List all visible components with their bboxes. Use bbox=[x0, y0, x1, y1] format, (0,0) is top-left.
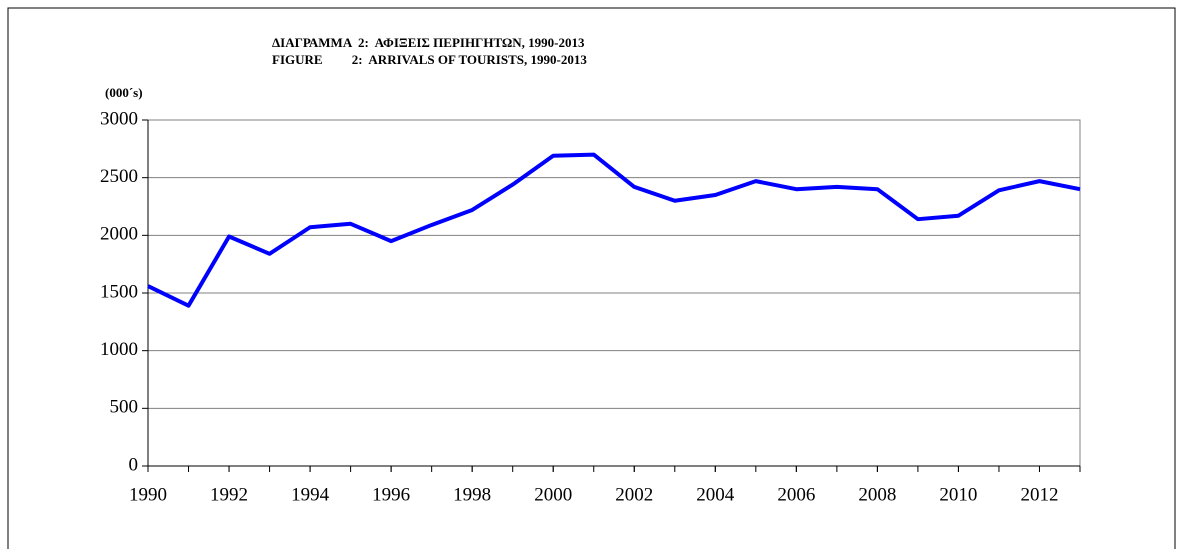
x-tick-label: 1994 bbox=[291, 484, 330, 505]
x-tick-label: 1998 bbox=[453, 484, 491, 505]
x-tick-label: 2008 bbox=[858, 484, 896, 505]
x-tick-label: 2010 bbox=[939, 484, 977, 505]
y-axis-label: (000´s) bbox=[105, 85, 143, 100]
chart-title: ΔΙΑΓΡΑΜΜΑ 2: ΑΦΙΞΕΙΣ ΠΕΡΙΗΓΗΤΩΝ, 1990-20… bbox=[272, 35, 585, 50]
y-tick-label: 1000 bbox=[100, 339, 138, 360]
y-tick-label: 2500 bbox=[100, 166, 138, 187]
y-tick-label: 0 bbox=[129, 454, 139, 475]
y-tick-label: 3000 bbox=[100, 108, 138, 129]
chart-subtitle: FIGURE 2: ARRIVALS OF TOURISTS, 1990-201… bbox=[272, 52, 587, 67]
y-tick-label: 2000 bbox=[100, 224, 138, 245]
y-tick-label: 1500 bbox=[100, 281, 138, 302]
data-line bbox=[147, 152, 1081, 308]
y-tick-label: 500 bbox=[110, 397, 139, 418]
frame bbox=[7, 7, 1176, 549]
x-tick-label: 2000 bbox=[534, 484, 572, 505]
x-tick-label: 2006 bbox=[777, 484, 815, 505]
x-tick-label: 2004 bbox=[696, 484, 735, 505]
x-tick-label: 1990 bbox=[129, 484, 167, 505]
x-tick-label: 1996 bbox=[372, 484, 410, 505]
x-tick-label: 2012 bbox=[1020, 484, 1058, 505]
x-tick-label: 2002 bbox=[615, 484, 653, 505]
x-tick-label: 1992 bbox=[210, 484, 248, 505]
